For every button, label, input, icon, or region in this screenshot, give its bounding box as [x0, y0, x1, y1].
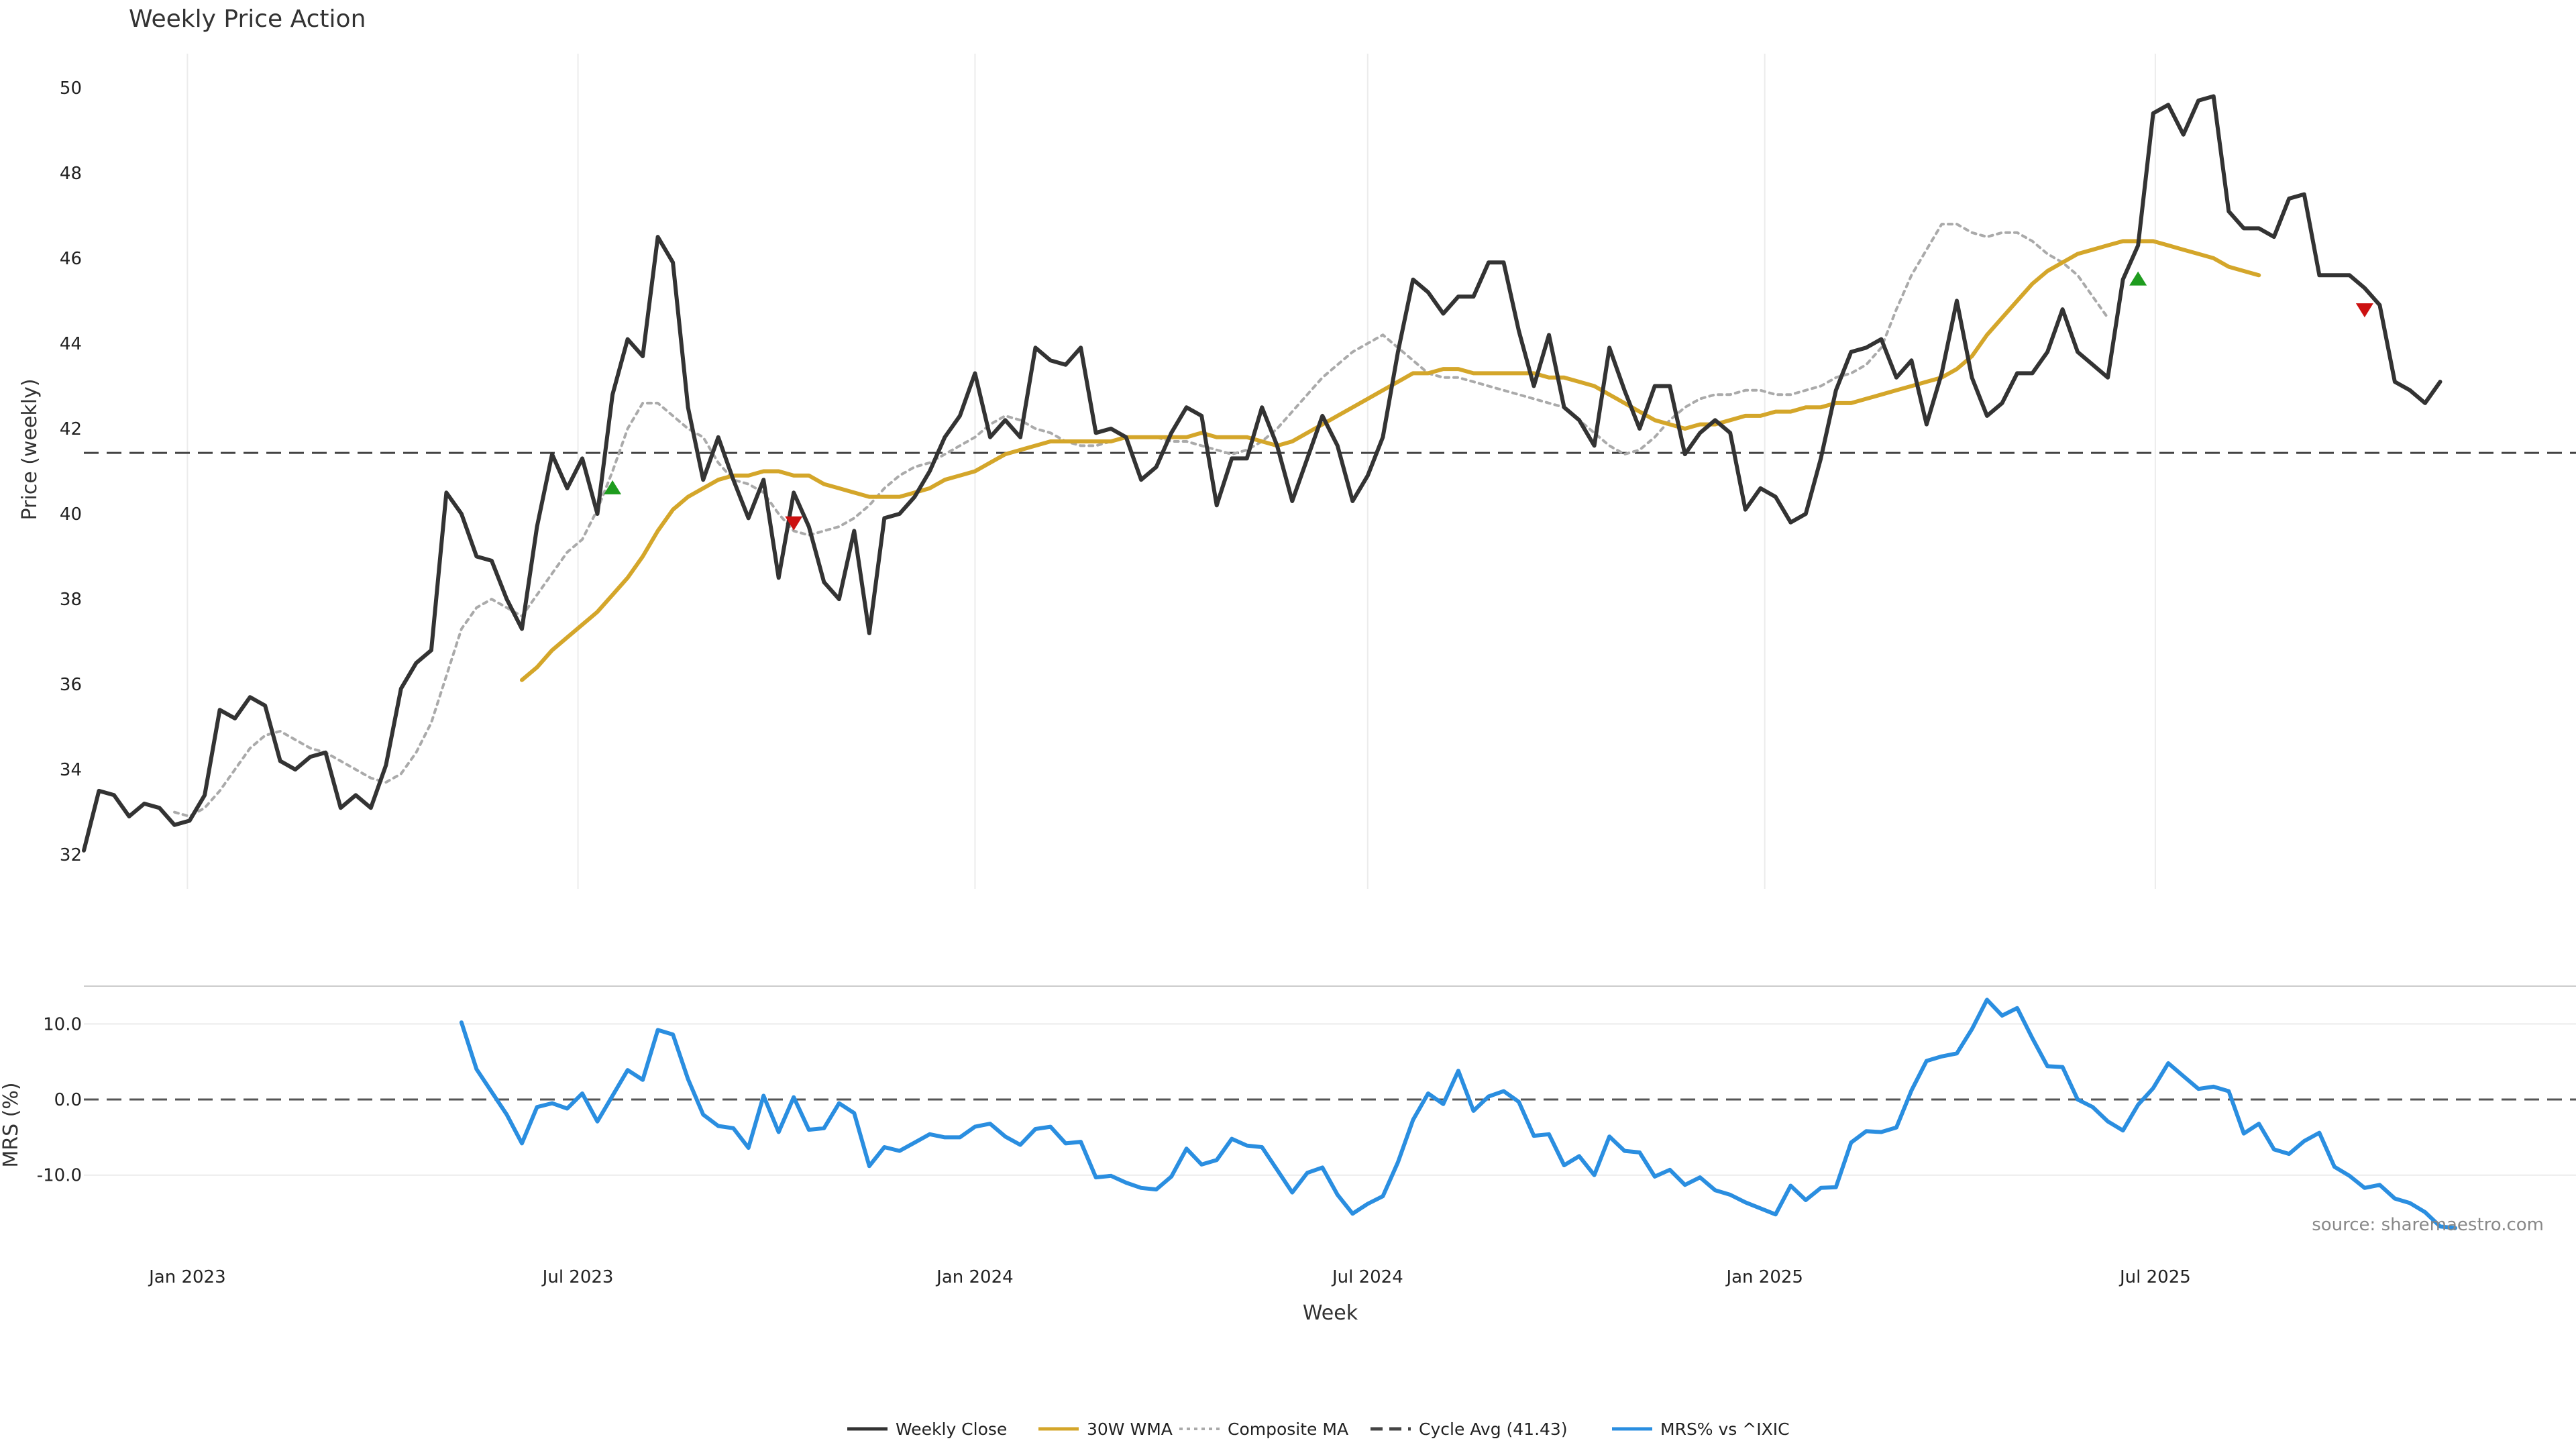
- legend-label: Composite MA: [1228, 1419, 1348, 1439]
- mrs-y-axis-label: MRS (%): [0, 1082, 23, 1167]
- price-y-tick-label: 32: [60, 845, 82, 865]
- legend-item: MRS% vs ^IXIC: [1612, 1419, 1790, 1439]
- price-y-tick-label: 50: [60, 78, 82, 99]
- legend-item: Cycle Avg (41.43): [1371, 1419, 1568, 1439]
- signal-markers: [604, 271, 2373, 531]
- legend: Weekly Close 30W WMA Composite MA Cycle Avg…: [847, 1419, 1790, 1439]
- buy-signal-marker: [604, 480, 622, 494]
- price-y-tick-label: 34: [60, 760, 82, 780]
- mrs-line: [459, 998, 2457, 1230]
- weekly-close-line: [82, 94, 2443, 853]
- reference-lines: [84, 451, 2576, 1101]
- price-y-tick-label: 48: [60, 164, 82, 184]
- legend-item: 30W WMA: [1038, 1419, 1173, 1439]
- mrs-y-tick-label: 0.0: [54, 1090, 82, 1110]
- price-y-tick-label: 36: [60, 675, 82, 695]
- legend-item: Weekly Close: [847, 1419, 1007, 1439]
- chart-title: Weekly Price Action: [129, 5, 366, 33]
- mrs-y-tick-label: 10.0: [43, 1014, 82, 1034]
- legend-label: Cycle Avg (41.43): [1419, 1419, 1568, 1439]
- price-y-axis-label: Price (weekly): [18, 378, 42, 520]
- sell-signal-marker: [785, 516, 803, 531]
- legend-item: Composite MA: [1179, 1419, 1348, 1439]
- legend-label: 30W WMA: [1087, 1419, 1173, 1439]
- price-y-tick-label: 46: [60, 249, 82, 269]
- source-note: source: sharemaestro.com: [2312, 1215, 2544, 1235]
- price-y-tick-label: 38: [60, 590, 82, 610]
- price-y-tick-label: 40: [60, 504, 82, 525]
- x-tick-label: Jul 2025: [2118, 1267, 2191, 1287]
- price-y-tick-label: 44: [60, 334, 82, 354]
- x-tick-label: Jul 2023: [541, 1267, 614, 1287]
- wma-30w-line: [520, 239, 2261, 682]
- sell-signal-marker: [2355, 303, 2373, 318]
- mrs-y-tick-label: -10.0: [37, 1166, 82, 1186]
- buy-signal-marker: [2129, 271, 2147, 286]
- x-tick-label: Jan 2025: [1725, 1267, 1803, 1287]
- grid-layer: [84, 54, 2576, 1176]
- x-tick-label: Jul 2024: [1331, 1267, 1403, 1287]
- x-tick-label: Jan 2023: [148, 1267, 226, 1287]
- series-layer: [82, 94, 2457, 1230]
- x-tick-label: Jan 2024: [935, 1267, 1014, 1287]
- price-y-tick-label: 42: [60, 419, 82, 439]
- x-axis-label: Week: [1303, 1301, 1358, 1325]
- legend-label: MRS% vs ^IXIC: [1660, 1419, 1790, 1439]
- tick-labels: Jan 2023 Jul 2023 Jan 2024 Jul 2024 Jan 2025…: [37, 78, 2191, 1287]
- legend-label: Weekly Close: [896, 1419, 1007, 1439]
